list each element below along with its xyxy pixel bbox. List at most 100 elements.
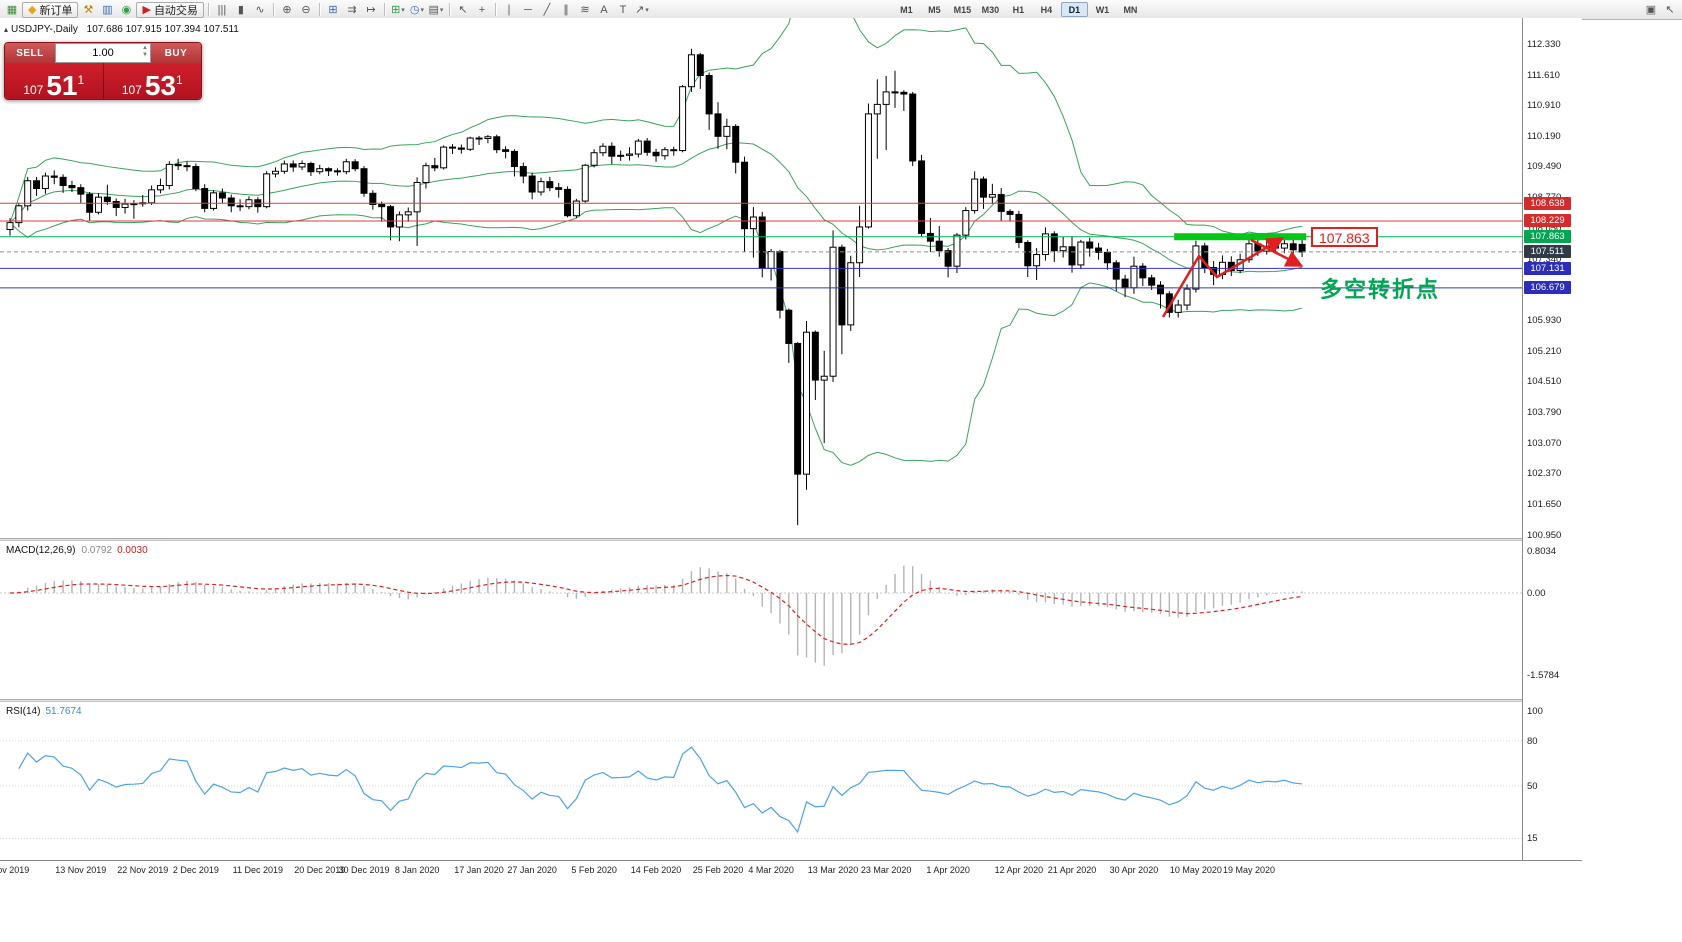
cursor-icon[interactable]: ↖ xyxy=(454,2,472,18)
spinner-down-icon[interactable]: ▼ xyxy=(142,52,148,58)
text-icon[interactable]: A xyxy=(595,2,613,18)
arrows-icon[interactable]: ↗ ▾ xyxy=(633,2,651,18)
date-label: 10 May 2020 xyxy=(1169,865,1222,875)
zoom-in-icon: ⊕ xyxy=(282,4,292,16)
trendline-icon[interactable]: ╱ xyxy=(538,2,556,18)
zoom-out-icon: ⊖ xyxy=(301,4,311,16)
arrows-icon: ↗ xyxy=(635,4,645,16)
pointer-icon[interactable]: ↖ xyxy=(1661,2,1679,18)
horizontal-lines[interactable] xyxy=(0,202,1522,289)
fibonacci-icon[interactable]: ≋ xyxy=(576,2,594,18)
price-tag: 108.229 xyxy=(1524,214,1571,228)
date-label: 12 Apr 2020 xyxy=(994,865,1044,875)
candlestick-chart-icon[interactable]: ▮ xyxy=(232,2,250,18)
zoom-out-icon[interactable]: ⊖ xyxy=(297,2,315,18)
sell-button[interactable]: SELL xyxy=(5,43,55,63)
price-tag: 106.679 xyxy=(1524,281,1571,295)
crosshair-icon: + xyxy=(478,3,486,16)
date-label: 14 Feb 2020 xyxy=(630,865,682,875)
text-icon: A xyxy=(600,3,608,16)
timeframe-m15[interactable]: M15 xyxy=(953,4,972,15)
sell-price-display[interactable]: 107 51 1 xyxy=(5,63,103,100)
bar-chart-icon: ||| xyxy=(217,3,227,16)
volume-input[interactable]: 1.00 ▲ ▼ xyxy=(55,43,151,63)
chart-title: ▴ USDJPY-,Daily 107.686 107.915 107.394 1… xyxy=(4,24,239,35)
tile-windows-icon[interactable]: ⊞ xyxy=(324,2,342,18)
metaeditor-icon: ⚒ xyxy=(83,4,94,16)
price-axis-label: 108.050 xyxy=(1527,223,1562,235)
new-chart-icon[interactable]: ▦ xyxy=(3,2,21,18)
new-order-button[interactable]: ◆ 新订单 xyxy=(22,1,79,18)
vertical-line-icon[interactable]: ∣ xyxy=(500,2,518,18)
timeframe-d1[interactable]: D1 xyxy=(1060,2,1088,17)
zoom-in-icon[interactable]: ⊕ xyxy=(278,2,296,18)
new-order-button-label: 新订单 xyxy=(39,4,73,17)
bar-chart-icon[interactable]: ||| xyxy=(213,2,231,18)
cursor-icon: ↖ xyxy=(458,4,468,16)
rsi-chart[interactable] xyxy=(0,702,1522,860)
timeframe-h4[interactable]: H4 xyxy=(1040,4,1053,15)
macd-chart[interactable] xyxy=(0,541,1522,699)
line-chart-icon[interactable]: ∿ xyxy=(251,2,269,18)
price-divider xyxy=(102,63,104,99)
volume-spinner[interactable]: ▲ ▼ xyxy=(142,45,148,59)
data-window-icon[interactable]: ▥ xyxy=(98,2,116,18)
date-label: 1 Apr 2020 xyxy=(926,865,970,875)
date-label: 20 Dec 2019 xyxy=(294,865,346,875)
timeframe-w1[interactable]: W1 xyxy=(1095,4,1110,15)
equidistant-channel-icon[interactable]: ∥ xyxy=(557,2,575,18)
timeframe-mn[interactable]: MN xyxy=(1123,4,1138,15)
chart-window-icon[interactable]: ▣ xyxy=(1642,2,1660,18)
autotrading-button[interactable]: ▶ 自动交易 xyxy=(136,1,204,18)
macd-axis-label: 0.00 xyxy=(1527,587,1546,599)
sell-price-big: 51 xyxy=(46,70,78,100)
data-window-icon: ▥ xyxy=(102,4,113,16)
drawn-arrows[interactable] xyxy=(1161,237,1304,318)
date-label: 13 Nov 2019 xyxy=(55,865,107,875)
date-label: 21 Apr 2020 xyxy=(1047,865,1097,875)
arrows-icon-dropdown[interactable]: ▾ xyxy=(645,6,649,14)
auto-scroll-icon[interactable]: ⇉ xyxy=(343,2,361,18)
templates-icon-dropdown[interactable]: ▾ xyxy=(439,6,444,14)
buy-price-display[interactable]: 107 53 1 xyxy=(104,63,202,100)
timeframe-cycle-icon[interactable]: ◷ ▾ xyxy=(408,2,426,18)
rsi-axis-label: 50 xyxy=(1527,780,1538,792)
fibonacci-icon: ≋ xyxy=(580,4,590,16)
one-click-collapse-icon[interactable]: ▴ xyxy=(4,25,9,34)
price-tag: 107.511 xyxy=(1524,245,1571,259)
toolbar-separator xyxy=(272,3,274,16)
price-scale[interactable]: 112.330111.610110.910110.190109.490108.7… xyxy=(1522,18,1582,860)
timeframe-cycle-icon-dropdown[interactable]: ▾ xyxy=(420,6,424,14)
resistance-highlight[interactable] xyxy=(1174,233,1307,241)
panel-splitter[interactable] xyxy=(0,699,1582,702)
chart-shift-icon[interactable]: ↦ xyxy=(362,2,380,18)
auto-scroll-icon: ⇉ xyxy=(347,4,357,16)
autotrading-button-label: 自动交易 xyxy=(153,4,198,17)
tile-windows-icon: ⊞ xyxy=(328,4,338,16)
timeframe-m1[interactable]: M1 xyxy=(900,4,913,15)
crosshair-icon[interactable]: + xyxy=(473,2,491,18)
navigator-icon[interactable]: ◉ xyxy=(117,2,135,18)
timeframe-m30[interactable]: M30 xyxy=(981,4,1000,15)
horizontal-line-icon[interactable]: ─ xyxy=(519,2,537,18)
text-label-icon[interactable]: T xyxy=(614,2,632,18)
timeframe-m5[interactable]: M5 xyxy=(928,4,941,15)
price-tag: 107.131 xyxy=(1524,261,1571,275)
price-chart[interactable] xyxy=(0,18,1522,538)
timeframe-h1[interactable]: H1 xyxy=(1012,4,1025,15)
indicators-icon-dropdown[interactable]: ▾ xyxy=(401,6,405,14)
bollinger-bands xyxy=(9,18,1303,466)
buy-price-small: 107 xyxy=(121,83,142,97)
indicators-icon[interactable]: ⊞ ▾ xyxy=(389,2,407,18)
toolbar-separator xyxy=(494,3,496,16)
horizontal-line-icon: ─ xyxy=(524,3,532,16)
macd-label: MACD(12,26,9) xyxy=(6,545,76,556)
new-chart-icon: ▦ xyxy=(6,4,18,16)
rsi-axis-label: 80 xyxy=(1527,735,1538,747)
panel-splitter[interactable] xyxy=(0,538,1582,541)
templates-icon[interactable]: ▤ ▾ xyxy=(427,2,445,18)
spinner-up-icon[interactable]: ▲ xyxy=(142,45,148,51)
metaeditor-icon[interactable]: ⚒ xyxy=(79,2,97,18)
buy-button[interactable]: BUY xyxy=(151,43,201,63)
